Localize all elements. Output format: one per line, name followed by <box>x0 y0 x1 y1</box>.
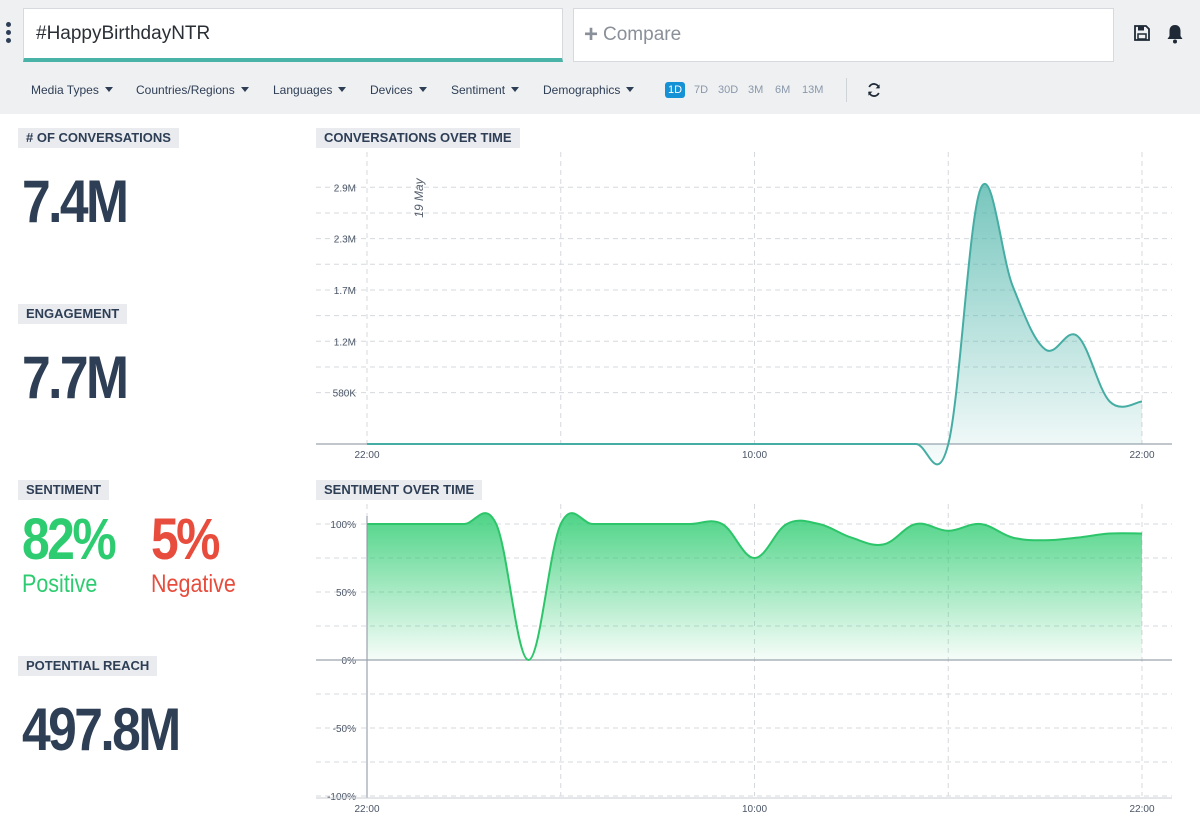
bell-icon[interactable] <box>1166 24 1186 46</box>
dashboard-panel: # OF CONVERSATIONS 7.4M ENGAGEMENT 7.7M … <box>0 114 1200 824</box>
filter-languages[interactable]: Languages <box>273 83 347 97</box>
range-13m[interactable]: 13M <box>802 84 824 96</box>
positive-label: Positive <box>22 570 98 598</box>
caret-down-icon <box>626 87 635 92</box>
sentiment-chart-title: SENTIMENT OVER TIME <box>316 480 483 500</box>
caret-down-icon <box>240 87 249 92</box>
caret-down-icon <box>418 87 427 92</box>
x-tick-label: 22:00 <box>354 804 379 815</box>
divider <box>846 78 847 102</box>
caret-down-icon <box>511 87 520 92</box>
x-tick-label: 22:00 <box>1129 450 1154 461</box>
compare-label: Compare <box>603 24 682 45</box>
reach-value: 497.8M <box>22 696 181 763</box>
series-line <box>366 183 1143 466</box>
filter-label: Media Types <box>31 83 99 97</box>
y-tick-label: 580K <box>333 389 357 400</box>
conversations-label: # OF CONVERSATIONS <box>18 128 179 148</box>
conversations-value: 7.4M <box>22 168 129 235</box>
filter-media-types[interactable]: Media Types <box>31 83 113 97</box>
y-tick-label: 2.9M <box>334 183 356 194</box>
search-box[interactable] <box>23 8 563 62</box>
y-tick-label: 1.7M <box>334 286 356 297</box>
range-7d[interactable]: 7D <box>694 84 709 96</box>
date-annotation: 19 May <box>412 177 426 217</box>
y-tick-label: -50% <box>333 724 356 735</box>
conversations-chart-title: CONVERSATIONS OVER TIME <box>316 128 520 148</box>
filter-label: Sentiment <box>451 83 506 97</box>
series-line <box>366 512 1143 662</box>
reach-label: POTENTIAL REACH <box>18 656 158 676</box>
conversations-chart: 580K 1.2M 1.7M 2.3M 2.9M 22:00 10:00 22:00 19 Ma… <box>316 152 1172 466</box>
series-area <box>367 513 1142 660</box>
range-30d[interactable]: 30D <box>718 84 739 96</box>
refresh-icon[interactable] <box>866 82 882 98</box>
caret-down-icon <box>104 87 113 92</box>
save-icon[interactable] <box>1133 24 1153 46</box>
sentiment-chart: 100%50%0%-50%-100%22:00 10:00 22:00 <box>316 504 1172 815</box>
engagement-label: ENGAGEMENT <box>18 304 128 324</box>
y-tick-label: 50% <box>336 588 356 599</box>
x-tick-label: 22:00 <box>354 450 379 461</box>
negative-label: Negative <box>151 570 236 598</box>
filter-bar: Media Types Countries/Regions Languages … <box>0 72 1200 108</box>
negative-value: 5% <box>151 507 221 572</box>
x-tick-label: 10:00 <box>742 804 767 815</box>
compare-button[interactable]: + Compare <box>573 8 1114 62</box>
sentiment-label: SENTIMENT <box>18 480 110 500</box>
caret-down-icon <box>338 87 347 92</box>
range-3m[interactable]: 3M <box>748 84 764 96</box>
filter-devices[interactable]: Devices <box>370 83 427 97</box>
x-tick-label: 22:00 <box>1129 804 1154 815</box>
filter-sentiment[interactable]: Sentiment <box>451 83 520 97</box>
y-tick-label: 100% <box>330 520 356 531</box>
x-tick-label: 10:00 <box>742 450 767 461</box>
filter-label: Languages <box>273 83 333 97</box>
filter-demographics[interactable]: Demographics <box>543 83 635 97</box>
y-tick-label: 0% <box>342 656 357 667</box>
y-tick-label: 1.2M <box>334 337 356 348</box>
series-area <box>367 183 1142 465</box>
top-bar: + Compare <box>0 0 1200 70</box>
filter-countries-regions[interactable]: Countries/Regions <box>136 83 249 97</box>
range-1d[interactable]: 1D <box>665 82 686 98</box>
search-input[interactable] <box>24 9 562 58</box>
y-tick-label: 2.3M <box>334 235 356 246</box>
filter-label: Countries/Regions <box>136 83 235 97</box>
positive-value: 82% <box>22 507 117 572</box>
filter-label: Devices <box>370 83 413 97</box>
range-6m[interactable]: 6M <box>775 84 791 96</box>
filter-label: Demographics <box>543 83 621 97</box>
plus-icon: + <box>584 21 599 48</box>
more-menu-icon[interactable] <box>5 22 13 48</box>
engagement-value: 7.7M <box>22 344 129 411</box>
